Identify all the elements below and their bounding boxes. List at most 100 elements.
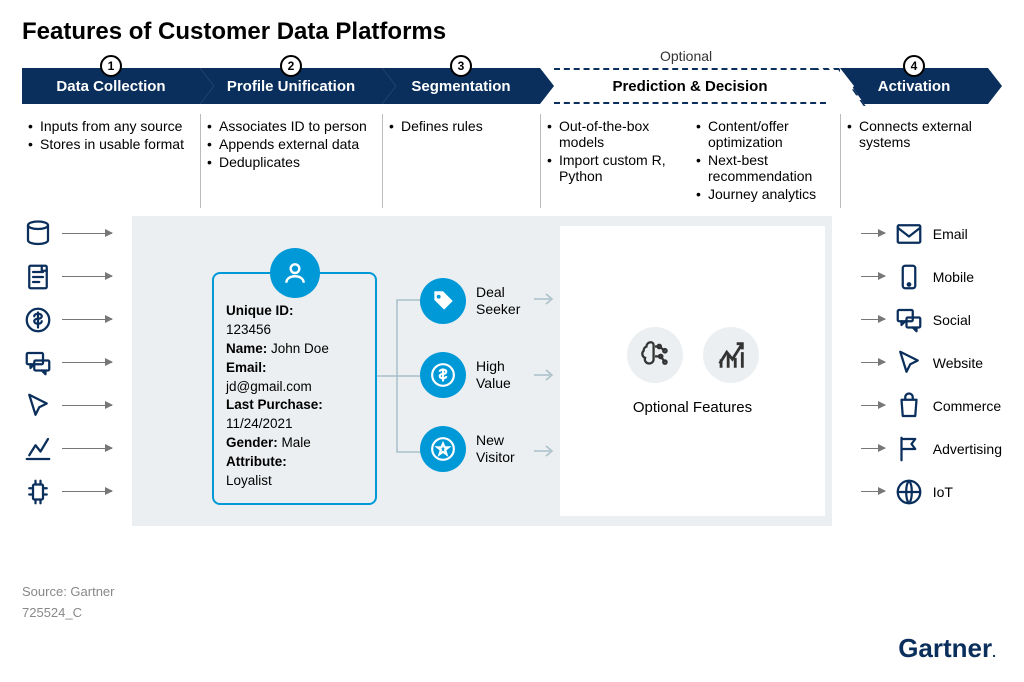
output-icons: Email Mobile Social Website Commerce Advertis… — [861, 216, 1002, 509]
seg-arrow-icon — [534, 292, 558, 306]
bullet-column: Connects external systems — [840, 114, 988, 208]
segments: DealSeeker HighValue NewVisitor — [420, 278, 536, 472]
input-row — [22, 388, 112, 423]
arrow-icon — [62, 448, 112, 449]
bullet-item: Stores in usable format — [28, 136, 190, 152]
segment-label: NewVisitor — [476, 432, 536, 466]
chevron-step: 1Data Collection — [22, 68, 200, 104]
id-label: Unique ID: — [226, 303, 294, 318]
step-label: Profile Unification — [227, 78, 355, 95]
social-icon — [893, 304, 925, 336]
arrow-icon — [62, 276, 112, 277]
input-icons — [22, 216, 112, 509]
bullet-column: Associates ID to personAppends external … — [200, 114, 382, 208]
star-icon — [420, 426, 466, 472]
step-badge: 3 — [450, 55, 472, 77]
optional-features-box: Optional Features — [560, 226, 825, 516]
iot-icon — [893, 476, 925, 508]
brain-icon — [627, 327, 683, 383]
output-row: Commerce — [861, 388, 1002, 423]
person-icon — [270, 248, 320, 298]
step-label: Prediction & Decision — [612, 78, 767, 95]
arrow-icon — [861, 233, 885, 234]
attr-label: Attribute: — [226, 454, 287, 469]
email-label: Email: — [226, 360, 267, 375]
output-row: Website — [861, 345, 1002, 380]
profile-card: Unique ID: 123456 Name: John Doe Email: jd… — [212, 272, 377, 505]
output-label: Commerce — [933, 398, 1001, 414]
attr-value: Loyalist — [226, 473, 272, 488]
step-label: Activation — [878, 78, 951, 95]
cursor-icon — [22, 390, 54, 422]
name-value: John Doe — [271, 341, 329, 356]
bullet-item: Out-of-the-box models — [547, 118, 680, 150]
input-row — [22, 259, 112, 294]
output-row: Social — [861, 302, 1002, 337]
footer-code: 725524_C — [22, 603, 115, 624]
output-label: Social — [933, 312, 971, 328]
input-row — [22, 216, 112, 251]
money-icon — [420, 352, 466, 398]
step-badge: 4 — [903, 55, 925, 77]
arrow-icon — [861, 405, 885, 406]
step-label: Segmentation — [411, 78, 510, 95]
chevron-row: 1Data Collection2Profile Unification3Seg… — [22, 68, 1002, 104]
bullet-item: Connects external systems — [847, 118, 978, 150]
name-label: Name: — [226, 341, 267, 356]
arrow-icon — [861, 448, 885, 449]
arrow-icon — [861, 319, 885, 320]
chevron-step: 2Profile Unification — [200, 68, 382, 104]
input-row — [22, 302, 112, 337]
segment-row: HighValue — [420, 352, 536, 398]
database-icon — [22, 218, 54, 250]
device-icon — [22, 476, 54, 508]
seg-arrow-icon — [534, 444, 558, 458]
chart-icon — [22, 433, 54, 465]
purchase-label: Last Purchase: — [226, 397, 323, 412]
bullet-item: Journey analytics — [696, 186, 830, 202]
step-badge: 1 — [100, 55, 122, 77]
step-label: Data Collection — [56, 78, 165, 95]
bullet-item: Appends external data — [207, 136, 372, 152]
document-icon — [22, 261, 54, 293]
arrow-icon — [62, 491, 112, 492]
output-label: Advertising — [933, 441, 1002, 457]
arrow-icon — [861, 491, 885, 492]
segment-label: DealSeeker — [476, 284, 536, 318]
bullet-column: Content/offer optimizationNext-best reco… — [690, 114, 840, 208]
id-value: 123456 — [226, 322, 271, 337]
email-icon — [893, 218, 925, 250]
website-icon — [893, 347, 925, 379]
chevron-step: 3Segmentation — [382, 68, 540, 104]
bullet-item: Inputs from any source — [28, 118, 190, 134]
step-badge: 2 — [280, 55, 302, 77]
output-label: IoT — [933, 484, 953, 500]
arrow-icon — [861, 276, 885, 277]
input-row — [22, 474, 112, 509]
bullets-row: Inputs from any source Stores in usable f… — [22, 114, 1002, 208]
input-row — [22, 431, 112, 466]
output-label: Email — [933, 226, 968, 242]
footer-source: Source: Gartner — [22, 582, 115, 603]
output-label: Website — [933, 355, 983, 371]
bullet-column: Inputs from any source Stores in usable f… — [22, 114, 200, 208]
analytics-icon — [703, 327, 759, 383]
output-row: Advertising — [861, 431, 1002, 466]
bullet-item: Deduplicates — [207, 154, 372, 170]
mobile-icon — [893, 261, 925, 293]
bullet-item: Defines rules — [389, 118, 530, 134]
gender-label: Gender: — [226, 435, 278, 450]
input-row — [22, 345, 112, 380]
email-value: jd@gmail.com — [226, 379, 312, 394]
arrow-icon — [62, 405, 112, 406]
segment-row: DealSeeker — [420, 278, 536, 324]
commerce-icon — [893, 390, 925, 422]
purchase-value: 11/24/2021 — [226, 416, 293, 431]
arrow-icon — [62, 319, 112, 320]
diagram-area: Unique ID: 123456 Name: John Doe Email: jd… — [22, 216, 1002, 526]
chevron-step: 4Activation — [840, 68, 988, 104]
arrow-icon — [861, 362, 885, 363]
bullet-item: Next-best recommendation — [696, 152, 830, 184]
page-title: Features of Customer Data Platforms — [22, 18, 1002, 46]
output-label: Mobile — [933, 269, 974, 285]
